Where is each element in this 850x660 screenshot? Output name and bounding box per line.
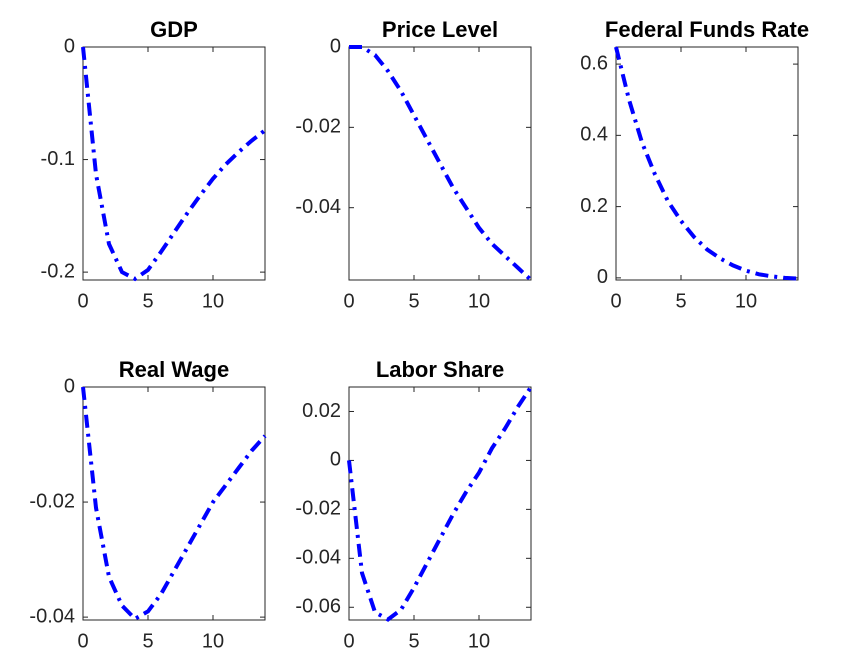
x-tick-label: 0 bbox=[610, 290, 621, 312]
x-tick-label: 0 bbox=[343, 290, 354, 312]
x-tick-label: 0 bbox=[343, 630, 354, 652]
x-tick-label: 0 bbox=[77, 290, 88, 312]
axes-box bbox=[82, 46, 266, 281]
x-tick-label: 10 bbox=[468, 630, 490, 652]
y-tick-label: 0.02 bbox=[302, 400, 341, 422]
y-tick-label: 0.6 bbox=[580, 52, 608, 74]
y-tick-label: -0.02 bbox=[295, 116, 341, 138]
y-tick-label: -0.04 bbox=[295, 547, 341, 569]
x-tick-label: 5 bbox=[408, 290, 419, 312]
x-tick-label: 5 bbox=[408, 630, 419, 652]
y-tick-label: -0.02 bbox=[29, 490, 75, 512]
axes-box bbox=[348, 386, 532, 621]
title: Federal Funds Rate bbox=[605, 17, 809, 42]
y-tick-label: 0 bbox=[64, 375, 75, 397]
axes-box bbox=[82, 386, 266, 621]
y-tick-label: -0.04 bbox=[29, 605, 75, 627]
axes-box bbox=[348, 46, 532, 281]
x-tick-label: 10 bbox=[735, 290, 757, 312]
y-tick-label: 0 bbox=[597, 266, 608, 288]
x-tick-label: 5 bbox=[142, 290, 153, 312]
response-line bbox=[614, 46, 799, 281]
title: GDP bbox=[150, 17, 198, 42]
response-line bbox=[349, 45, 533, 282]
y-tick-label: 0.4 bbox=[580, 124, 608, 146]
title: Price Level bbox=[382, 17, 498, 42]
response-line bbox=[81, 46, 267, 282]
y-tick-label: 0 bbox=[330, 449, 341, 471]
x-tick-label: 10 bbox=[202, 630, 224, 652]
y-tick-label: 0.2 bbox=[580, 195, 608, 217]
x-tick-label: 10 bbox=[468, 290, 490, 312]
x-tick-label: 10 bbox=[202, 290, 224, 312]
response-line bbox=[81, 386, 267, 622]
response-line bbox=[347, 385, 533, 622]
x-tick-label: 5 bbox=[675, 290, 686, 312]
y-tick-label: -0.1 bbox=[41, 148, 75, 170]
title: Real Wage bbox=[119, 357, 229, 382]
y-tick-label: 0 bbox=[64, 35, 75, 57]
y-tick-label: 0 bbox=[330, 35, 341, 57]
y-tick-label: -0.06 bbox=[295, 596, 341, 618]
y-tick-label: -0.04 bbox=[295, 196, 341, 218]
title: Labor Share bbox=[376, 357, 504, 382]
axes-box bbox=[615, 46, 799, 281]
x-tick-label: 0 bbox=[77, 630, 88, 652]
x-tick-label: 5 bbox=[142, 630, 153, 652]
y-tick-label: -0.02 bbox=[295, 498, 341, 520]
y-tick-label: -0.2 bbox=[41, 260, 75, 282]
